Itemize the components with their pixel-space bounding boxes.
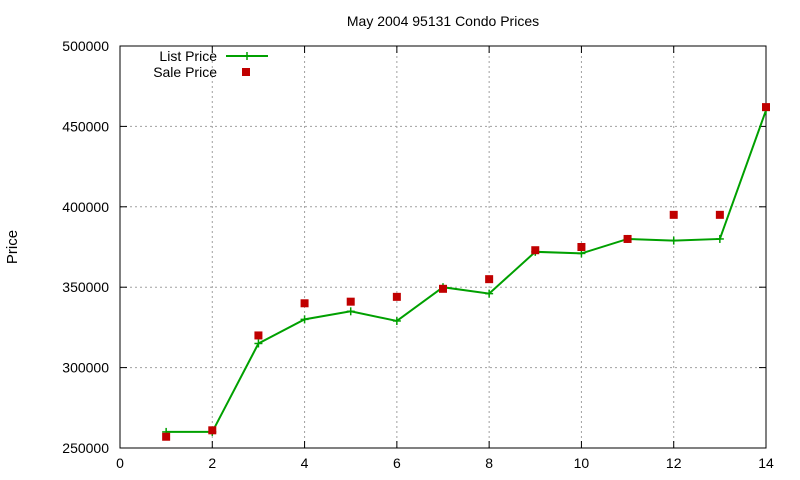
y-axis-label: Price	[4, 230, 21, 264]
sale-price-point	[300, 299, 309, 308]
sale-price-point	[623, 234, 632, 243]
x-tick-label: 12	[666, 455, 682, 471]
x-tick-label: 8	[485, 455, 493, 471]
y-tick-label: 400000	[62, 199, 109, 215]
grid-layer	[120, 46, 766, 448]
plot-frame	[119, 45, 767, 449]
x-tick-label: 2	[208, 455, 216, 471]
sale-price-point	[762, 103, 770, 112]
sale-price-point	[392, 292, 401, 301]
legend-plus-marker	[243, 52, 251, 60]
sale-price-point	[669, 210, 678, 219]
y-tick-label: 500000	[62, 38, 109, 54]
list-price-point	[715, 234, 724, 243]
y-tick-label: 350000	[62, 279, 109, 295]
series-sale-price	[162, 103, 770, 441]
sale-price-point	[531, 246, 540, 255]
list-price-point	[300, 315, 309, 324]
sale-price-point	[208, 426, 217, 435]
x-tick-label: 14	[758, 455, 774, 471]
sale-price-point	[577, 243, 586, 251]
list-price-point	[485, 289, 494, 298]
y-tick-label: 300000	[62, 360, 109, 376]
list-price-point	[392, 316, 401, 325]
x-tick-label: 4	[301, 455, 309, 471]
sale-price-point	[715, 210, 724, 219]
sale-price-point	[346, 297, 355, 306]
sale-price-point	[439, 284, 447, 293]
sale-price-point	[162, 432, 171, 441]
sale-price-point	[485, 275, 494, 284]
tick-layer: 0 2 4 6 8 10 12 14 250000 300000 350000 400000 45000…	[62, 38, 774, 471]
series-list-price	[162, 106, 770, 436]
series-layer	[162, 103, 770, 441]
y-tick-label: 450000	[62, 118, 109, 134]
legend-label: List Price	[159, 48, 217, 64]
legend-label: Sale Price	[153, 64, 217, 80]
list-price-line	[166, 109, 767, 433]
legend-square-marker	[242, 68, 250, 76]
chart-title: May 2004 95131 Condo Prices	[347, 13, 539, 29]
sale-price-point	[254, 331, 263, 340]
x-tick-label: 6	[393, 455, 401, 471]
x-tick-label: 0	[116, 455, 124, 471]
list-price-point	[346, 307, 355, 316]
y-tick-label: 250000	[62, 440, 109, 456]
list-price-point	[669, 236, 678, 245]
x-tick-label: 10	[574, 455, 590, 471]
list-price-point	[254, 339, 263, 348]
